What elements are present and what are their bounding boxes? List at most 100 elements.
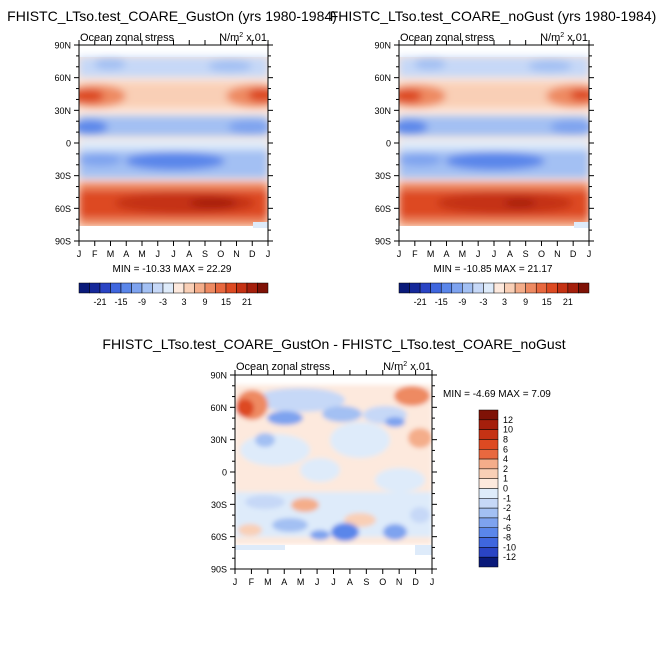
colorbar-swatch (173, 282, 185, 294)
band-trade-nh-core (399, 120, 428, 134)
colorbar-swatch (131, 282, 143, 294)
diff-blob (394, 386, 430, 406)
left-label: Ocean zonal stress (400, 32, 495, 44)
diff-blob (331, 523, 359, 541)
band-polar-core (414, 58, 446, 70)
colorbar-swatch (483, 282, 495, 294)
x-tick-label: A (347, 577, 353, 587)
colorbar-label: 15 (542, 297, 552, 307)
panel-no-gust: FHISTC_LTso.test_COARE_noGust (yrs 1980-… (330, 8, 657, 307)
colorbar-label: 10 (503, 425, 513, 435)
colorbar-swatch (504, 282, 516, 294)
colorbar-label: 9 (202, 297, 207, 307)
colorbar-label: -3 (479, 297, 487, 307)
x-tick-label: A (281, 577, 287, 587)
colorbar-swatch (430, 282, 442, 294)
diff-blob (322, 406, 362, 422)
colorbar-swatch (462, 282, 474, 294)
y-tick-label: 30N (210, 435, 227, 445)
band-trade-sh-core (399, 154, 442, 166)
colorbar-swatch (567, 282, 579, 294)
units-label: N/m2 x.01 (383, 361, 431, 373)
colorbar: -21 -15 -9 -3 3 9 15 21 (78, 282, 269, 307)
x-tick-label: J (397, 249, 402, 259)
y-axis: 90N 60N 30N 0 30S 60S 90S (374, 41, 594, 247)
left-label: Ocean zonal stress (80, 32, 175, 44)
panel-gust-on: FHISTC_LTso.test_COARE_GustOn (yrs 1980-… (7, 8, 337, 307)
colorbar-swatch (478, 419, 499, 430)
colorbar-label: 8 (503, 434, 508, 444)
x-tick-label: S (363, 577, 369, 587)
colorbar-label: 3 (181, 297, 186, 307)
x-tick-label: F (249, 577, 255, 587)
colorbar-swatch (204, 282, 216, 294)
colorbar-swatch (162, 282, 174, 294)
colorbar-swatch (478, 547, 499, 558)
units-base: N/m (219, 32, 239, 44)
colorbar-swatch (398, 282, 410, 294)
colorbar-swatch (152, 282, 164, 294)
colorbar-label: 21 (242, 297, 252, 307)
colorbar-swatch (451, 282, 463, 294)
colorbar-swatch (478, 556, 499, 568)
x-tick-label: S (523, 249, 529, 259)
colorbar-label: -1 (503, 493, 511, 503)
x-tick-label: D (249, 249, 256, 259)
band-trade-sh-core (79, 154, 122, 166)
colorbar-swatch (236, 282, 248, 294)
colorbar-swatch (478, 409, 499, 421)
units-suffix: x.01 (243, 32, 267, 44)
colorbar-swatch (478, 507, 499, 519)
colorbar-label: -9 (138, 297, 146, 307)
colorbar-swatch (478, 458, 499, 470)
colorbar-swatch (546, 282, 558, 294)
colorbar-label: 12 (503, 415, 513, 425)
diff-blob (385, 417, 405, 427)
sea-ice-patch (574, 222, 589, 228)
left-label: Ocean zonal stress (236, 361, 331, 373)
x-tick-label: M (107, 249, 115, 259)
heatmap-field (399, 45, 589, 241)
diff-blob (344, 513, 376, 527)
y-axis: 90N 60N 30N 0 30S 60S 90S (54, 41, 273, 247)
x-tick-label: J (266, 249, 271, 259)
x-tick-label: D (570, 249, 577, 259)
panel-title: FHISTC_LTso.test_COARE_GustOn (yrs 1980-… (7, 8, 337, 24)
colorbar-label: -3 (159, 297, 167, 307)
band-trade-sh-core (445, 152, 545, 170)
band-polar-core (528, 60, 572, 72)
x-tick-label: D (412, 577, 419, 587)
colorbar-swatch (440, 282, 453, 294)
no-data-antarctic (399, 226, 589, 241)
x-tick-label: N (554, 249, 561, 259)
colorbar-swatch (78, 282, 90, 294)
min-max-stats: MIN = -4.69 MAX = 7.09 (443, 389, 551, 400)
y-tick-label: 60S (55, 204, 71, 214)
band-westerly-sh-max (189, 198, 237, 208)
colorbar-label: 2 (503, 464, 508, 474)
x-tick-label: J (77, 249, 82, 259)
colorbar-label: -15 (435, 297, 448, 307)
x-tick-label: A (507, 249, 513, 259)
colorbar-label: 21 (563, 297, 573, 307)
x-tick-label: J (171, 249, 176, 259)
band-westerly-nh-max (399, 89, 422, 103)
colorbar-swatch (535, 282, 548, 294)
x-tick-label: N (233, 249, 240, 259)
x-tick-label: N (396, 577, 403, 587)
colorbar-swatch (89, 282, 101, 294)
diff-blob (267, 411, 303, 425)
colorbar-label: 3 (502, 297, 507, 307)
colorbar-swatch (141, 282, 153, 294)
colorbar-swatch (478, 468, 499, 479)
diff-blob (300, 458, 340, 482)
x-tick-label: J (492, 249, 497, 259)
colorbar-swatch (525, 282, 537, 294)
x-tick-label: J (315, 577, 320, 587)
colorbar-label: 9 (523, 297, 528, 307)
band-equatorial (399, 140, 589, 150)
colorbar-swatch (557, 282, 569, 294)
x-tick-label: J (430, 577, 435, 587)
